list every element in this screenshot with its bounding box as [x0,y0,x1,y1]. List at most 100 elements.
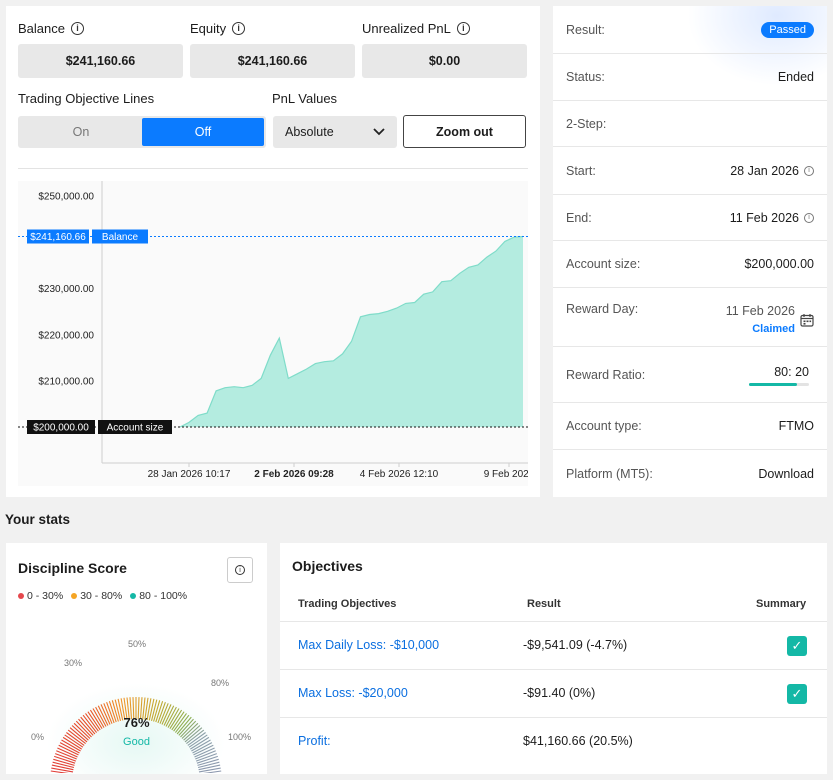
gauge-tick [132,697,135,720]
account-size-label: Account size: [566,257,641,271]
calendar-icon[interactable] [800,313,814,327]
gauge-tick [188,734,208,748]
info-icon[interactable]: i [70,22,84,35]
platform-download-link[interactable]: Download [758,466,814,481]
x-tick-label: 2 Feb 2026 09:28 [254,469,334,480]
equity-label: Equity [190,21,227,36]
reference-label-text: Account size [107,423,164,434]
gauge-tick [191,739,211,752]
reward-ratio-value: 80: 20 [774,364,809,379]
toggle-off-option[interactable]: Off [142,118,264,146]
gauge-tick-label: 100% [228,732,252,742]
gauge-tick [167,708,180,728]
discipline-info-button[interactable]: i [227,557,253,583]
reward-ratio-fill [749,383,797,386]
discipline-score-card: Discipline Score i 0 - 30% 30 - 80% 80 -… [6,543,267,774]
gauge-tick [198,764,221,771]
gauge-tick [62,736,82,750]
reference-tag-text: $200,000.00 [33,423,89,434]
status-label: Status: [566,70,605,84]
x-tick-label: 4 Feb 2026 12:10 [360,469,439,480]
start-value: 28 Jan 2026 [730,163,799,178]
toggle-on-option[interactable]: On [72,125,90,139]
gauge-tick [144,697,149,720]
gauge-tick [54,755,76,764]
info-icon[interactable]: i [804,212,814,223]
balance-chart[interactable]: $250,000.00 $230,000.00 $220,000.00 $210,00… [18,181,528,486]
gauge-tick [159,703,169,724]
gauge-tick [97,705,109,726]
gauge-tick [117,698,124,721]
gauge-tick [142,697,146,720]
discipline-legend: 0 - 30% 30 - 80% 80 - 100% [18,590,187,602]
gauge-tick [198,767,221,773]
x-tick-label: 28 Jan 2026 10:17 [148,469,231,480]
pnl-values-label: PnL Values [272,91,338,106]
gauge-tick [157,702,166,724]
gauge-tick [183,725,201,741]
account-type-row: Account type: FTMO [553,403,827,450]
y-tick-label: $230,000.00 [38,284,94,295]
gauge-tick [150,699,158,722]
gauge-tick [186,729,205,745]
gauge-tick [197,758,219,766]
gauge-tick [114,699,122,722]
reference-label [92,229,148,244]
pnl-values-select[interactable]: Absolute [273,116,397,148]
discipline-gauge [50,697,222,773]
end-label: End: [566,210,592,225]
unrealized-pnl-label: Unrealized PnL [362,21,451,36]
check-icon: ✓ [787,636,807,656]
start-row: Start: 28 Jan 2026 i [553,147,827,195]
y-tick-label: $210,000.00 [38,377,94,388]
objective-link[interactable]: Max Loss: -$20,000 [298,686,408,700]
zoom-out-button[interactable]: Zoom out [403,115,526,148]
gauge-tick [197,761,220,769]
gauge-tick [148,698,155,721]
gauge-tick [52,761,75,769]
gauge-tick [120,698,126,721]
result-label: Result: [566,22,605,37]
status-badge: Passed [761,21,814,38]
gauge-tick [57,747,78,758]
status-value: Ended [777,70,814,84]
reference-tag-text: $241,160.66 [30,232,86,243]
gauge-tick [161,704,172,725]
chevron-down-icon [373,128,385,136]
platform-row: Platform (MT5): Download [553,450,827,497]
gauge-tick [139,697,143,720]
gauge-tick [178,718,194,736]
x-tick-label: 9 Feb 2026 [484,469,528,480]
gauge-tick [51,767,74,773]
gauge-tick [75,720,92,738]
info-icon[interactable]: i [232,22,246,35]
gauge-tick [53,758,75,766]
section-title: Your stats [5,512,71,527]
objective-link[interactable]: Profit: [298,734,331,748]
metrics-panel: Balance i $241,160.66 Equity i $241,160.66… [6,6,540,497]
objective-lines-toggle: On Off [18,116,266,148]
gauge-tick [51,764,74,771]
y-tick-label: $250,000.00 [38,192,94,203]
reward-day-value: 11 Feb 2026 [725,304,795,318]
balance-area [180,236,523,427]
legend-item: 80 - 100% [130,590,187,602]
reward-day-status: Claimed [752,323,795,335]
gauge-tick [85,713,99,732]
info-icon[interactable]: i [804,165,814,176]
gauge-tick [196,755,218,764]
gauge-tick [92,708,105,728]
account-type-value: FTMO [778,419,814,433]
gauge-tick [111,700,119,722]
discipline-title: Discipline Score [18,560,127,576]
info-icon[interactable]: i [456,22,470,35]
objective-link[interactable]: Max Daily Loss: -$10,000 [298,638,440,652]
gauge-tick [123,697,128,720]
gauge-tick [171,711,185,731]
gauge-tick [190,736,210,750]
objective-result: -$91.40 (0%) [523,686,596,700]
legend-item: 0 - 30% [18,590,63,602]
gauge-tick [165,706,177,727]
gauge-tick [103,703,113,724]
gauge-tick [195,753,217,762]
